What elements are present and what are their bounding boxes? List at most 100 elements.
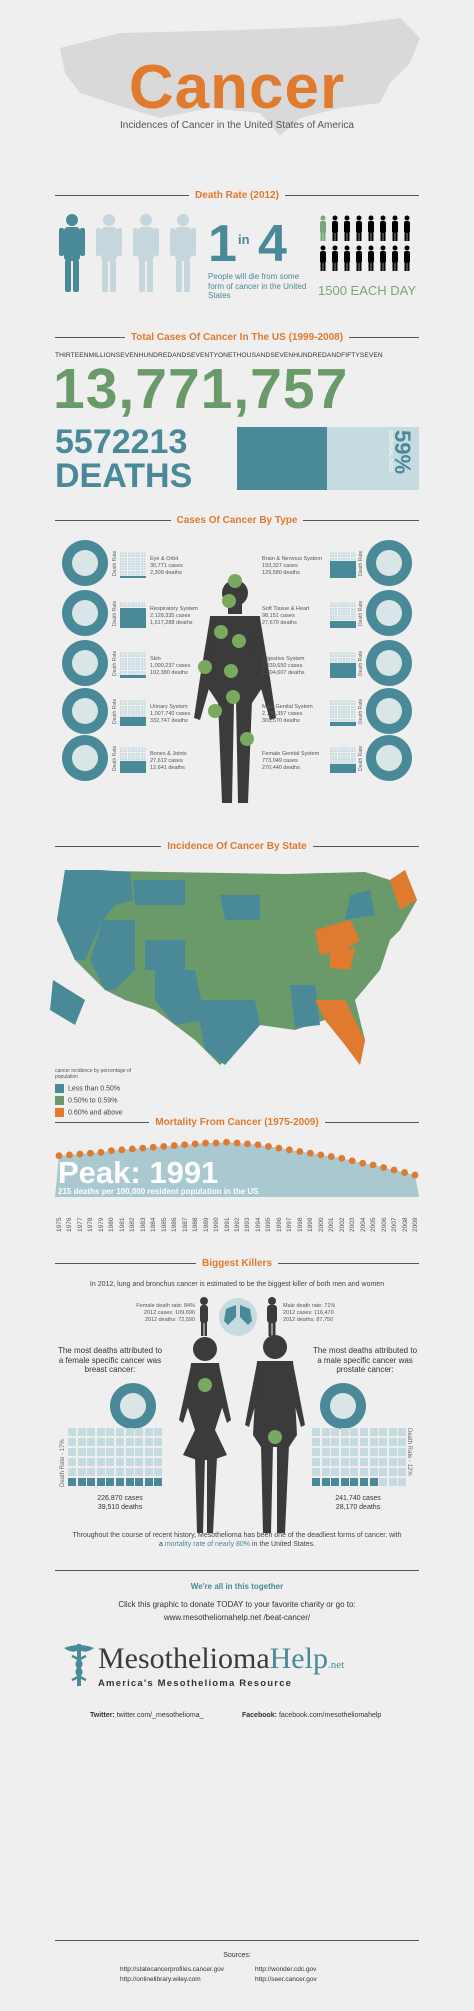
death-rate-square: [379, 1438, 388, 1446]
mortality-point: [254, 1141, 262, 1149]
death-rate-square: [144, 1448, 153, 1456]
organ-dot-brain: [222, 594, 236, 608]
mini-people-grid: [318, 215, 428, 275]
mortality-point: [97, 1148, 105, 1156]
death-rate-square: [340, 1458, 349, 1466]
death-rate-square: [77, 1458, 86, 1466]
death-rate-square: [321, 1428, 330, 1436]
death-rate-grid: [330, 652, 356, 678]
total-cases-number: 13,771,757: [53, 357, 349, 421]
death-rate-square: [106, 1438, 115, 1446]
legend-label: Less than 0.50%: [68, 1085, 121, 1093]
death-rate-square: [77, 1478, 86, 1486]
death-rate-square: [331, 1458, 340, 1466]
mortality-area: [55, 1142, 419, 1197]
source-link[interactable]: http://wonder.cdc.gov: [255, 1966, 317, 1973]
death-rate-square: [154, 1458, 163, 1466]
mortality-point: [202, 1139, 209, 1147]
mortality-rate-link[interactable]: mortality rate of nearly 80%: [164, 1541, 251, 1549]
donate-text: Click this graphic to donate TODAY to yo…: [118, 1600, 356, 1609]
lungs-icon: [62, 590, 108, 636]
uterus-icon: [366, 735, 412, 781]
mortality-point: [296, 1148, 304, 1155]
twitter-link[interactable]: Twitter: twitter.com/_mesothelioma_: [90, 1712, 204, 1719]
bones-icon: [62, 735, 108, 781]
year-label: 1988: [192, 1217, 200, 1232]
survival-label: SURVIVAL RATE: [387, 430, 393, 473]
sources-label: Sources:: [223, 1952, 251, 1959]
year-label: 2005: [370, 1217, 378, 1232]
facebook-link[interactable]: Facebook: facebook.com/mesotheliomahelp: [242, 1712, 382, 1719]
kidneys-icon: [62, 688, 108, 734]
lungs-icon-group: [200, 1297, 277, 1336]
death-rate-square: [96, 1468, 105, 1476]
death-rate-square: [144, 1458, 153, 1466]
survival-bar-fill: [237, 427, 327, 490]
mortality-point: [306, 1149, 314, 1157]
death-rate-square: [340, 1438, 349, 1446]
year-label: 1994: [254, 1217, 262, 1232]
death-rate-square: [398, 1428, 407, 1436]
logo-text[interactable]: MesotheliomaHelp.net: [98, 1642, 345, 1675]
mortality-point: [285, 1146, 293, 1154]
death-rate-grid-fill: [330, 663, 356, 678]
mortality-point: [118, 1146, 126, 1154]
year-label: 1981: [118, 1217, 126, 1232]
logo-tagline: America's Mesothelioma Resource: [98, 1678, 293, 1689]
death-rate-square: [379, 1448, 388, 1456]
death-rate-square: [312, 1438, 320, 1446]
year-label: 2004: [359, 1217, 367, 1232]
death-rate-square: [87, 1478, 96, 1486]
death-rate-square: [369, 1458, 378, 1466]
donate-url[interactable]: www.mesotheliomahelp.net /beat-cancer/: [163, 1613, 311, 1622]
death-rate-square: [106, 1478, 115, 1486]
death-rate-square: [87, 1458, 96, 1466]
death-rate-grid-fill: [120, 575, 146, 578]
death-rate-grid: [330, 602, 356, 628]
death-rate-square: [68, 1438, 76, 1446]
death-rate-square: [379, 1458, 388, 1466]
organ-dot-heart: [232, 634, 246, 648]
prostate-icon: [320, 1383, 366, 1429]
us-map-silhouette: [60, 18, 420, 136]
page-title: Cancer: [128, 53, 346, 122]
death-rate-grid: [330, 552, 356, 578]
death-rate-square: [388, 1428, 397, 1436]
people-figures: [59, 214, 196, 292]
biggest-killers-intro: In 2012, lung and bronchus cancer is est…: [89, 1281, 385, 1288]
source-link[interactable]: http://seer.cancer.gov: [255, 1976, 317, 1983]
death-rate-square: [388, 1468, 397, 1476]
death-rate-square: [77, 1428, 86, 1436]
death-rate-square: [125, 1458, 134, 1466]
mortality-point: [128, 1145, 136, 1153]
by-type-heading: Cases Of Cancer By Type: [170, 515, 304, 526]
death-rate-label: Death Rate: [358, 698, 364, 724]
death-rate-square: [154, 1428, 163, 1436]
death-rate-square: [135, 1478, 144, 1486]
death-rate-label: Death Rate: [112, 550, 118, 576]
deaths-label: DEATHS: [55, 457, 193, 495]
death-rate-label: Death Rate: [358, 600, 364, 626]
death-rate-square: [116, 1448, 124, 1456]
per-day-label: 1500 EACH DAY: [318, 283, 417, 298]
source-link[interactable]: http://statecancerprofiles.cancer.gov: [120, 1966, 225, 1973]
death-rate-square: [312, 1458, 320, 1466]
source-link[interactable]: http://onlinelibrary.wiley.com: [120, 1976, 201, 1983]
year-label: 1979: [97, 1217, 105, 1232]
year-label: 1975: [56, 1217, 63, 1232]
female-rate-label: Death Rate - 17%: [60, 1439, 66, 1487]
death-rate-square: [331, 1448, 340, 1456]
death-rate-square: [125, 1428, 134, 1436]
death-rate-label: Death Rate: [358, 650, 364, 676]
mortality-point: [191, 1140, 199, 1148]
mortality-point: [149, 1143, 157, 1151]
female-cases: 226,870 cases: [97, 1495, 143, 1502]
year-label: 1992: [234, 1217, 241, 1232]
male-cases: 241,740 cases: [335, 1495, 381, 1502]
year-label: 1983: [139, 1217, 147, 1232]
death-rate-square: [96, 1448, 105, 1456]
death-rate-square: [331, 1428, 340, 1436]
heart-icon: [366, 590, 412, 636]
death-rate-square: [360, 1438, 368, 1446]
death-rate-label: Death Rate: [112, 745, 118, 771]
